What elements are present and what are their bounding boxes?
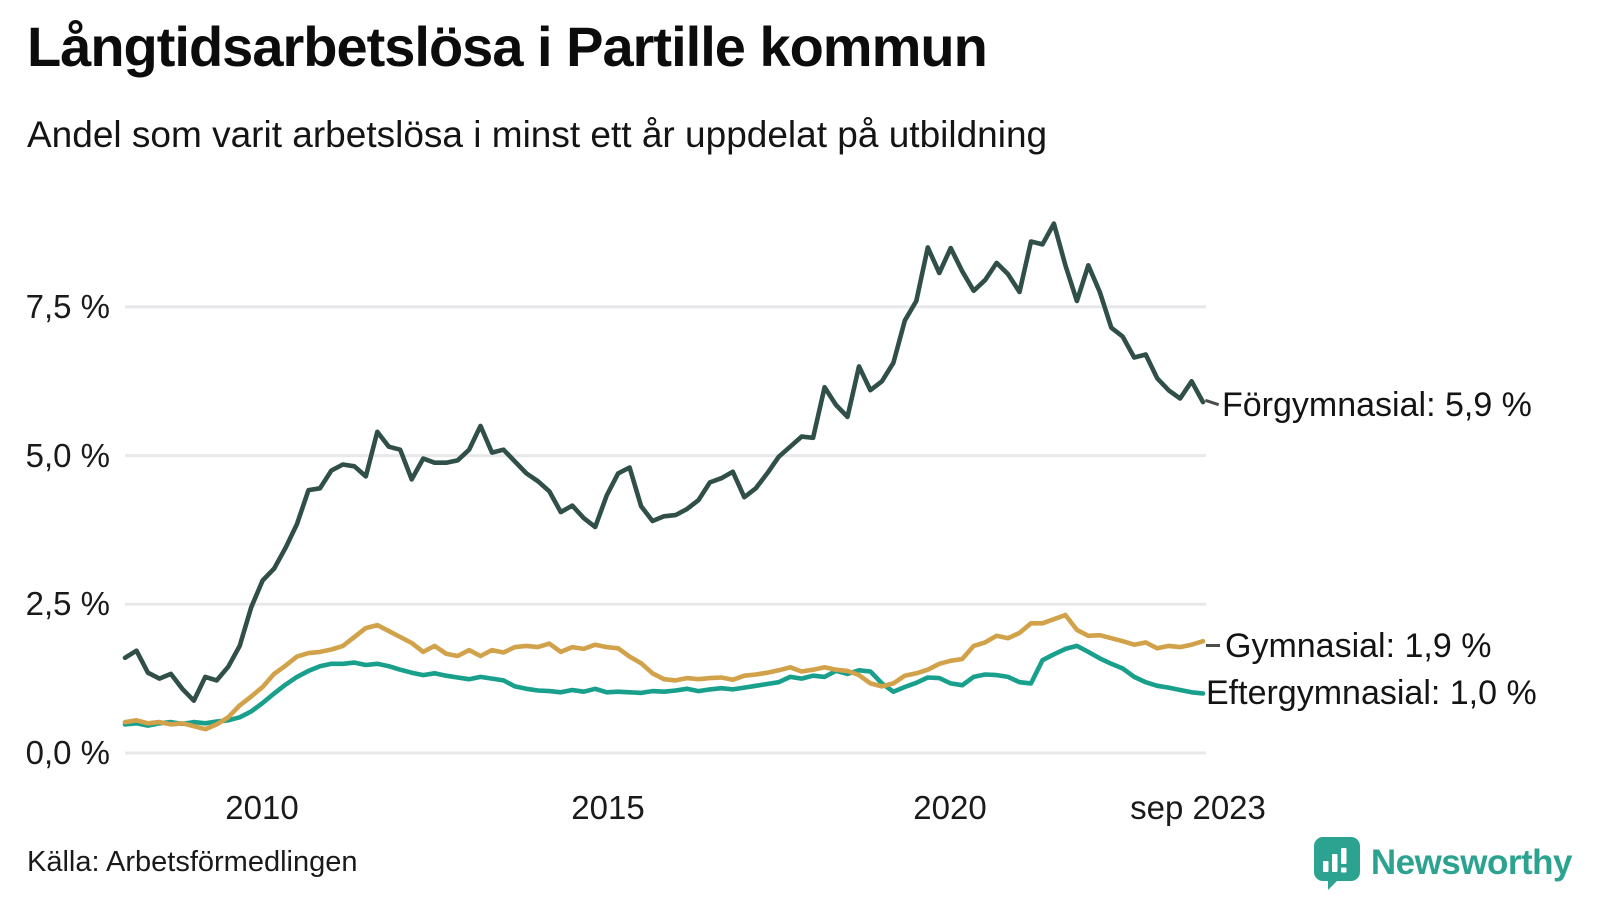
x-tick-2010: 2010 <box>225 789 299 826</box>
y-tick-7-5: 7,5 % <box>25 288 110 325</box>
newsworthy-bubble-icon <box>1313 837 1360 890</box>
x-tick-2020: 2020 <box>913 789 987 826</box>
series-lines <box>122 221 1206 732</box>
gridlines <box>125 305 1206 755</box>
label-connector-dash <box>1206 644 1220 647</box>
series-label-gymnasial: Gymnasial: 1,9 % <box>1225 627 1492 665</box>
line-förgymnasial <box>122 221 1206 704</box>
x-tick-sep-2023: sep 2023 <box>1130 789 1266 826</box>
line-gymnasial <box>122 612 1206 732</box>
y-tick-2-5: 2,5 % <box>25 585 110 622</box>
y-tick-5-0: 5,0 % <box>25 437 110 474</box>
page-title: Långtidsarbetslösa i Partille kommun <box>27 15 988 78</box>
newsworthy-logo: Newsworthy <box>1313 836 1573 890</box>
x-tick-2015: 2015 <box>571 789 645 826</box>
series-label-forgymnasial: Förgymnasial: 5,9 % <box>1222 386 1532 424</box>
source-note: Källa: Arbetsförmedlingen <box>27 846 358 878</box>
line-eftergymnasial <box>122 643 1206 728</box>
brand-wordmark: Newsworthy <box>1370 843 1573 882</box>
y-tick-0-0: 0,0 % <box>25 734 110 771</box>
page-subtitle: Andel som varit arbetslösa i minst ett å… <box>27 114 1048 155</box>
series-label-eftergymnasial: Eftergymnasial: 1,0 % <box>1206 674 1537 712</box>
